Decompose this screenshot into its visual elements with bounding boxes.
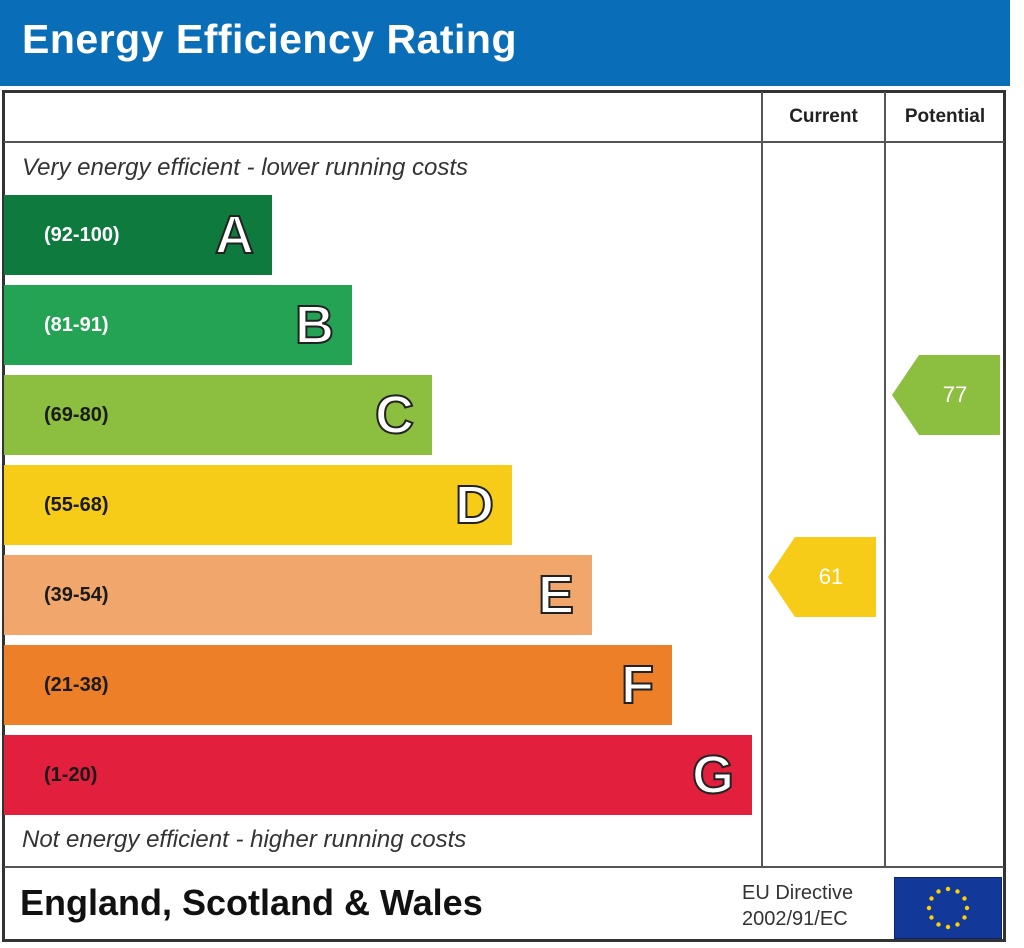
eu-star <box>964 905 970 911</box>
header-divider <box>4 141 1004 143</box>
eu-star <box>945 886 951 892</box>
chart-title: Energy Efficiency Rating <box>22 16 518 62</box>
band-range-label: (21-38) <box>44 674 109 696</box>
eu-star <box>936 922 941 927</box>
eu-star <box>962 915 967 920</box>
band-b: (81-91) B <box>4 285 352 365</box>
eu-star <box>926 905 932 911</box>
bottom-caption: Not energy efficient - higher running co… <box>22 826 467 853</box>
band-letter: C <box>374 384 415 446</box>
potential-column-divider <box>884 92 886 867</box>
current-column-header: Current <box>789 106 858 127</box>
band-range-label: (69-80) <box>44 404 109 426</box>
band-letter: F <box>620 654 655 716</box>
eu-flag-stars <box>926 886 970 930</box>
band-range-label: (55-68) <box>44 494 109 516</box>
current-column-divider <box>761 92 763 867</box>
band-letter: B <box>294 294 335 356</box>
eu-star <box>962 896 967 901</box>
chart-frame <box>2 90 1006 942</box>
band-e: (39-54) E <box>4 555 592 635</box>
potential-column-header: Potential <box>904 106 986 127</box>
eu-flag-icon <box>894 877 1002 939</box>
footer-divider <box>4 866 1004 868</box>
top-caption: Very energy efficient - lower running co… <box>22 154 468 181</box>
title-bar: Energy Efficiency Rating <box>0 0 1010 86</box>
eu-directive-line1: EU Directive <box>742 882 854 904</box>
potential-rating-arrow: 77 <box>892 355 1000 435</box>
eu-directive-label: EU Directive 2002/91/EC <box>742 880 890 932</box>
region-label: England, Scotland & Wales <box>20 882 483 923</box>
band-range-label: (39-54) <box>44 584 109 606</box>
band-a: (92-100) A <box>4 195 272 275</box>
band-range-label: (1-20) <box>44 764 98 786</box>
band-d: (55-68) D <box>4 465 512 545</box>
potential-rating-value: 77 <box>942 382 968 407</box>
eu-directive-line2: 2002/91/EC <box>742 908 848 930</box>
band-letter: A <box>214 204 255 266</box>
band-f: (21-38) F <box>4 645 672 725</box>
band-letter: D <box>454 474 495 536</box>
eu-star <box>936 889 941 894</box>
band-g: (1-20) G <box>4 735 752 815</box>
band-c: (69-80) C <box>4 375 432 455</box>
band-range-label: (92-100) <box>44 224 120 246</box>
band-range-label: (81-91) <box>44 314 109 336</box>
eu-star <box>955 889 960 894</box>
eu-star <box>945 924 951 930</box>
band-letter: G <box>691 744 735 806</box>
current-rating-value: 61 <box>818 564 844 589</box>
eu-star <box>929 915 934 920</box>
eu-star <box>955 922 960 927</box>
band-letter: E <box>537 564 575 626</box>
eu-star <box>929 896 934 901</box>
